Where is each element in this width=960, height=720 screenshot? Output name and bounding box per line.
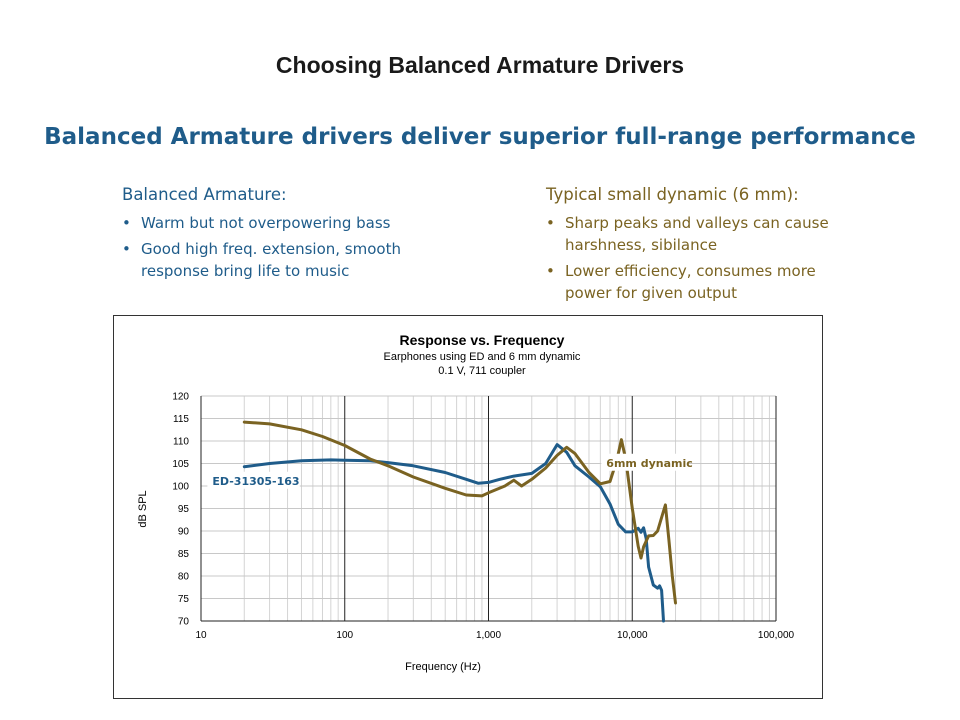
chart-series-labels: ED-31305-163 6mm dynamic bbox=[207, 453, 693, 489]
series-label: 6mm dynamic bbox=[606, 457, 692, 470]
series-label-box bbox=[207, 471, 300, 489]
balanced-armature-bullets: • Warm but not overpowering bass • Good hi… bbox=[122, 212, 462, 282]
y-tick-label: 120 bbox=[172, 392, 189, 403]
chart-series bbox=[242, 420, 677, 623]
dynamic-column: Typical small dynamic (6 mm): • Sharp pea… bbox=[546, 185, 866, 308]
y-tick-label: 75 bbox=[178, 594, 190, 605]
balanced-armature-column: Balanced Armature: • Warm but not overpow… bbox=[122, 185, 462, 286]
chart-title: Response vs. Frequency bbox=[400, 332, 565, 348]
series-label-box bbox=[601, 453, 688, 471]
dynamic-bullets: • Sharp peaks and valleys can cause harsh… bbox=[546, 212, 866, 304]
x-tick-label: 100 bbox=[336, 630, 353, 641]
list-item: • Lower efficiency, consumes more power f… bbox=[546, 260, 866, 304]
chart-frame: Response vs. Frequency Earphones using E… bbox=[113, 315, 823, 699]
list-item: • Sharp peaks and valleys can cause harsh… bbox=[546, 212, 866, 256]
y-tick-label: 100 bbox=[172, 482, 189, 493]
bullet-icon: • bbox=[122, 214, 131, 232]
x-tick-label: 100,000 bbox=[758, 630, 795, 641]
y-axis-label: dB SPL bbox=[137, 490, 149, 527]
chart-axes: 70 75 80 85 90 95 100 105 110 115 120 10 100 1,000 10,… bbox=[172, 392, 794, 642]
bullet-text: Sharp peaks and valleys can cause harshn… bbox=[565, 214, 829, 254]
y-tick-label: 80 bbox=[178, 572, 190, 583]
response-chart: Response vs. Frequency Earphones using E… bbox=[137, 332, 795, 673]
slide-subtitle: Balanced Armature drivers deliver superi… bbox=[44, 124, 916, 150]
bullet-text: Good high freq. extension, smooth respon… bbox=[141, 240, 401, 280]
bullet-text: Warm but not overpowering bass bbox=[141, 214, 391, 232]
balanced-armature-heading: Balanced Armature: bbox=[122, 185, 287, 204]
x-tick-label: 1,000 bbox=[476, 630, 501, 641]
chart-subtitle-line-1: Earphones using ED and 6 mm dynamic bbox=[384, 351, 581, 363]
chart-subtitle-line-2: 0.1 V, 711 coupler bbox=[438, 365, 526, 377]
dynamic-heading: Typical small dynamic (6 mm): bbox=[546, 185, 799, 204]
bullet-text: Lower efficiency, consumes more power fo… bbox=[565, 262, 816, 302]
y-tick-label: 110 bbox=[173, 437, 189, 448]
y-tick-label: 70 bbox=[178, 617, 190, 628]
y-tick-label: 95 bbox=[178, 504, 190, 515]
bullet-icon: • bbox=[546, 214, 555, 232]
x-tick-label: 10,000 bbox=[617, 630, 648, 641]
list-item: • Good high freq. extension, smooth respo… bbox=[122, 238, 462, 282]
list-item: • Warm but not overpowering bass bbox=[122, 212, 462, 234]
x-axis-label: Frequency (Hz) bbox=[405, 661, 481, 673]
bullet-icon: • bbox=[122, 240, 131, 258]
chart-grid bbox=[200, 395, 777, 622]
y-tick-label: 85 bbox=[178, 549, 190, 560]
slide-title: Choosing Balanced Armature Drivers bbox=[275, 52, 685, 78]
bullet-icon: • bbox=[546, 262, 555, 280]
y-tick-label: 90 bbox=[178, 527, 190, 538]
series-label: ED-31305-163 bbox=[212, 475, 299, 488]
x-tick-label: 10 bbox=[195, 630, 207, 641]
y-tick-label: 105 bbox=[172, 459, 189, 470]
series-line-1 bbox=[242, 420, 677, 605]
y-tick-label: 115 bbox=[173, 414, 189, 425]
